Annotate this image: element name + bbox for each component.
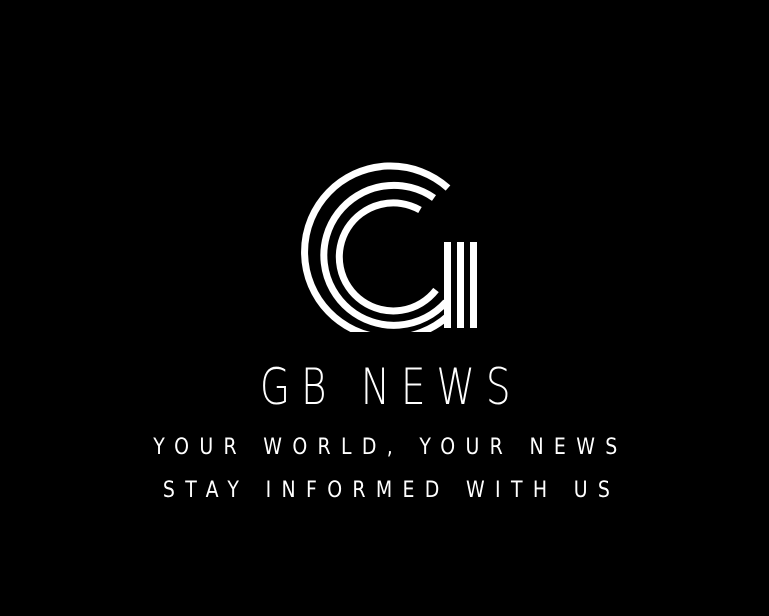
gb-monogram-icon — [301, 162, 477, 332]
brand-name: GB NEWS — [259, 358, 522, 416]
tagline-secondary: STAY INFORMED WITH US — [162, 478, 621, 503]
tagline-primary: YOUR WORLD, YOUR NEWS — [153, 435, 628, 460]
